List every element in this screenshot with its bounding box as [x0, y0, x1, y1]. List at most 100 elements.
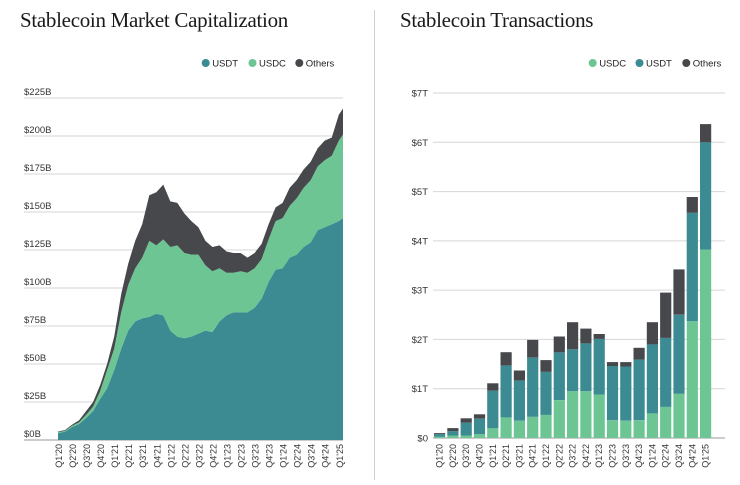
bar-usdc: [487, 428, 499, 438]
bar-usdt: [633, 359, 645, 421]
market-cap-title: Stablecoin Market Capitalization: [20, 8, 288, 32]
x-tick-label: Q2'24: [293, 444, 303, 468]
bar-usdc: [646, 413, 658, 438]
y-tick-label: $225B: [24, 87, 51, 98]
bar-others: [460, 418, 472, 423]
x-tick-label: Q2'21: [501, 444, 511, 468]
x-tick-label: Q4'22: [581, 444, 591, 468]
bar-usdt: [553, 352, 565, 400]
bar-usdt: [580, 343, 592, 392]
bar-usdc: [700, 249, 712, 438]
bar-usdt: [567, 349, 579, 392]
bar-others: [500, 352, 512, 366]
y-tick-label: $3T: [412, 286, 429, 297]
legend-label-usdc: USDC: [599, 59, 626, 70]
y-tick-label: $5T: [412, 187, 429, 198]
x-tick-label: Q1'22: [166, 444, 176, 468]
bar-usdt: [620, 366, 632, 421]
y-tick-label: $2T: [412, 335, 429, 346]
x-tick-label: Q3'20: [461, 444, 471, 468]
y-tick-label: $175B: [24, 163, 51, 174]
legend-label-usdc: USDC: [259, 59, 286, 70]
x-tick-label: Q2'22: [180, 444, 190, 468]
bar-others: [633, 347, 645, 360]
x-tick-label: Q4'23: [265, 444, 275, 468]
bar-others: [580, 328, 592, 344]
x-tick-label: Q4'21: [152, 444, 162, 468]
bar-others: [567, 322, 579, 350]
bar-usdc: [500, 417, 512, 438]
x-tick-label: Q4'20: [475, 444, 485, 468]
bar-usdc: [447, 435, 459, 438]
transactions-chart: Others USDT USDC $0 $1T $2T $3T $4T $5T $6T $7T Q1'…: [412, 59, 725, 468]
bar-usdc: [580, 391, 592, 438]
y-tick-label: $150B: [24, 201, 51, 212]
x-tick-label: Q3'20: [82, 444, 92, 468]
bar-others: [673, 269, 685, 315]
legend-dot-usdc: [248, 59, 257, 67]
x-tick-label: Q1'23: [594, 444, 604, 468]
bar-usdt: [527, 357, 539, 417]
x-tick-label: Q2'20: [448, 444, 458, 468]
legend-dot-others: [682, 59, 691, 67]
x-tick-label: Q1'25: [701, 444, 711, 468]
legend-label-others: Others: [693, 59, 722, 70]
bar-usdt: [686, 212, 698, 322]
bar-usdc: [434, 436, 446, 438]
transactions-panel: Stablecoin Transactions Others USDT USDC $0…: [378, 0, 740, 485]
x-tick-label: Q2'22: [554, 444, 564, 468]
bar-usdc: [567, 391, 579, 438]
bar-others: [473, 414, 486, 419]
bar-usdt: [513, 380, 525, 421]
market-cap-panel: Stablecoin Market Capitalization Others U…: [20, 8, 345, 468]
bar-others: [660, 292, 672, 338]
x-tick-label: Q1'21: [110, 444, 120, 468]
bar-others: [434, 433, 446, 435]
y-tick-label: $125B: [24, 239, 51, 250]
x-tick-label: Q4'24: [687, 444, 697, 468]
y-tick-label: $100B: [24, 277, 51, 288]
bar-usdt: [593, 338, 605, 395]
bar-usdc: [527, 416, 539, 438]
x-tick-label: Q1'20: [435, 444, 445, 468]
legend-dot-usdt: [635, 59, 644, 67]
bar-others: [700, 124, 712, 143]
legend-label-others: Others: [306, 59, 335, 70]
y-tick-label: $1T: [412, 384, 429, 395]
bar-others: [540, 360, 552, 372]
bar-usdt: [487, 390, 499, 429]
x-tick-label: Q3'21: [138, 444, 148, 468]
bar-usdt: [646, 344, 658, 414]
bar-others: [620, 362, 632, 367]
bar-usdc: [553, 400, 565, 438]
bar-usdt: [540, 372, 552, 415]
bar-others: [513, 370, 525, 381]
x-tick-label: Q3'24: [674, 444, 684, 468]
bar-others: [487, 383, 499, 391]
x-tick-label: Q3'22: [194, 444, 204, 468]
y-tick-label: $0: [417, 434, 428, 445]
bar-usdc: [620, 420, 632, 439]
bar-others: [447, 428, 459, 432]
bar-usdc: [673, 393, 685, 438]
y-tick-label: $50B: [24, 353, 46, 364]
panel-divider: [374, 10, 375, 480]
x-tick-label: Q1'20: [54, 444, 64, 468]
bar-usdc: [460, 435, 472, 438]
x-tick-label: Q2'20: [68, 444, 78, 468]
transactions-title: Stablecoin Transactions: [400, 8, 594, 32]
y-tick-label: $6T: [412, 138, 429, 149]
bar-usdt: [460, 422, 472, 436]
x-tick-label: Q1'24: [647, 444, 657, 468]
x-tick-label: Q2'23: [237, 444, 247, 468]
legend-dot-usdt: [201, 59, 210, 67]
bar-usdc: [593, 394, 605, 438]
x-tick-label: Q2'24: [661, 444, 671, 468]
bar-usdc: [686, 321, 698, 438]
bar-usdt: [473, 418, 486, 435]
x-tick-label: Q1'23: [222, 444, 232, 468]
legend-dot-others: [295, 59, 304, 67]
x-tick-label: Q3'23: [251, 444, 261, 468]
bar-usdc: [660, 406, 672, 438]
area-series-usdc: [58, 134, 343, 434]
